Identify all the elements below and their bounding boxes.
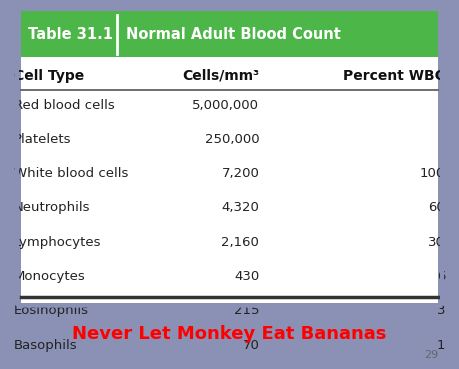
Text: Neutrophils: Neutrophils xyxy=(14,201,90,214)
Text: 250,000: 250,000 xyxy=(205,133,259,146)
Text: Platelets: Platelets xyxy=(14,133,71,146)
Text: Percent WBC: Percent WBC xyxy=(343,69,445,83)
Text: White blood cells: White blood cells xyxy=(14,167,128,180)
Text: Eosinophils: Eosinophils xyxy=(14,304,89,317)
Text: 2,160: 2,160 xyxy=(221,236,259,249)
Text: 30: 30 xyxy=(428,236,445,249)
Text: 1: 1 xyxy=(437,338,445,352)
Text: Cell Type: Cell Type xyxy=(14,69,84,83)
Text: 6: 6 xyxy=(437,270,445,283)
Text: 5,000,000: 5,000,000 xyxy=(192,99,259,112)
Text: Monocytes: Monocytes xyxy=(14,270,85,283)
Text: Table 31.1: Table 31.1 xyxy=(28,27,112,42)
Bar xyxy=(21,11,438,303)
Text: 7,200: 7,200 xyxy=(221,167,259,180)
Text: 60: 60 xyxy=(429,201,445,214)
Text: Cells/mm³: Cells/mm³ xyxy=(182,69,259,83)
Text: 430: 430 xyxy=(234,270,259,283)
Text: Never Let Monkey Eat Bananas: Never Let Monkey Eat Bananas xyxy=(73,325,386,343)
Text: 29: 29 xyxy=(424,350,438,360)
Text: Red blood cells: Red blood cells xyxy=(14,99,114,112)
Text: Basophils: Basophils xyxy=(14,338,78,352)
Text: 70: 70 xyxy=(242,338,259,352)
Text: 100: 100 xyxy=(420,167,445,180)
Text: Lymphocytes: Lymphocytes xyxy=(14,236,101,249)
Text: 3: 3 xyxy=(437,304,445,317)
Text: Normal Adult Blood Count: Normal Adult Blood Count xyxy=(126,27,341,42)
Bar xyxy=(21,11,438,57)
Text: 215: 215 xyxy=(234,304,259,317)
Text: 4,320: 4,320 xyxy=(221,201,259,214)
